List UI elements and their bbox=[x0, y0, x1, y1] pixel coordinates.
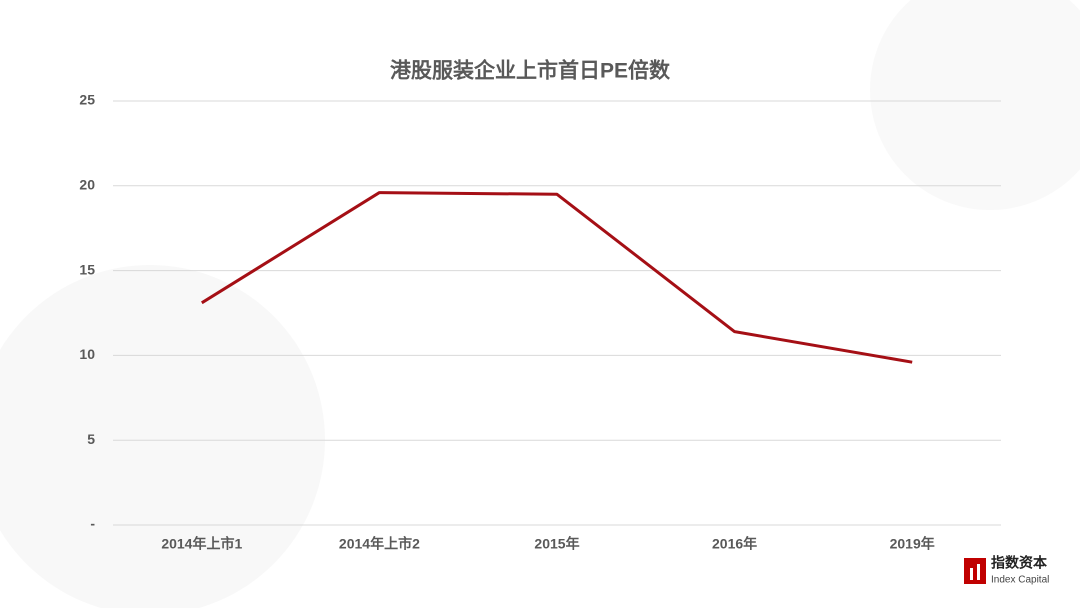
y-tick-label: 10 bbox=[79, 346, 95, 362]
y-tick-label: 15 bbox=[79, 261, 95, 277]
x-tick-label: 2016年 bbox=[712, 536, 757, 552]
x-tick-label: 2014年上市1 bbox=[161, 536, 242, 552]
y-tick-label: 25 bbox=[79, 92, 95, 108]
logo-name: 指数资本 bbox=[991, 555, 1048, 571]
logo: 指数资本 Index Capital bbox=[964, 555, 1049, 586]
y-tick-label: 20 bbox=[79, 177, 95, 193]
y-tick-label: - bbox=[90, 516, 95, 532]
x-tick-label: 2014年上市2 bbox=[339, 536, 420, 552]
y-tick-label: 5 bbox=[87, 431, 95, 447]
data-line bbox=[201, 191, 913, 364]
x-tick-label: 2015年 bbox=[534, 536, 579, 552]
logo-icon bbox=[964, 558, 986, 584]
x-tick-label: 2019年 bbox=[890, 536, 935, 552]
chart-title: 港股服装企业上市首日PE倍数 bbox=[390, 59, 671, 83]
logo-subtitle: Index Capital bbox=[991, 575, 1049, 586]
